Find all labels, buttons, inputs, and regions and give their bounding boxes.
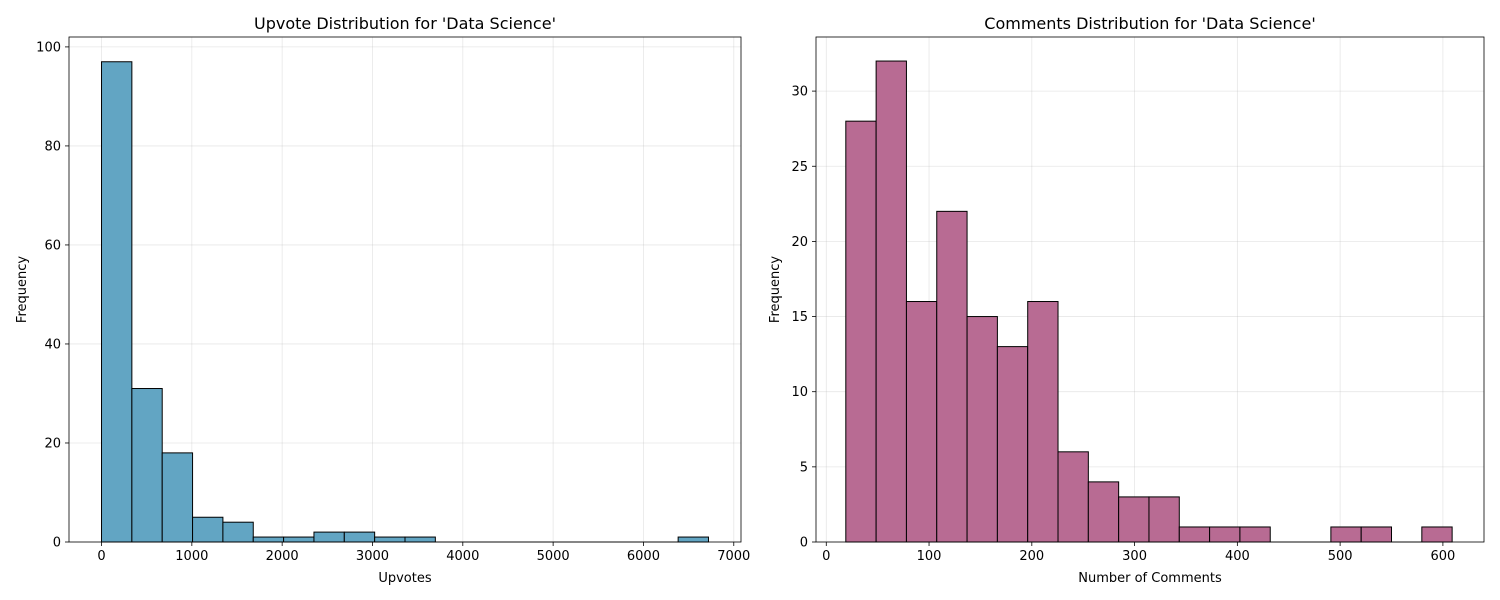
comments-bar-0 [845,120,877,543]
comments-chart-title: Comments Distribution for 'Data Science' [984,14,1315,33]
comments-bars [845,60,1453,543]
comments-bar-9 [1118,496,1150,543]
comments-bar-12 [1209,526,1241,543]
comments-bar-7 [1057,451,1089,543]
upvote-bar-19 [677,536,709,543]
upvote-bar-4 [222,521,254,543]
comments-bar-6 [1027,301,1059,543]
upvote-bar-5 [252,536,285,543]
comments-y-axis-label: Frequency [768,256,783,323]
comments-bar-8 [1087,481,1120,543]
comments-bar-17 [1360,526,1393,543]
upvote-bar-2 [161,452,194,543]
upvote-x-tick-label-4: 4000 [446,549,479,564]
comments-y-tick-label-3: 15 [791,310,808,325]
comments-x-tick-label-2: 200 [1019,549,1044,564]
comments-plot-frame [815,36,1485,543]
upvote-y-tick-label-5: 100 [36,40,61,55]
upvote-bar-7 [313,531,345,543]
comments-bar-4 [966,316,998,543]
upvote-x-tick-label-7: 7000 [717,549,750,564]
upvote-x-tick-label-2: 2000 [266,549,299,564]
upvote-x-axis-label: Upvotes [378,571,432,586]
comments-ticks: 0 100 200 300 400 500 600 0 5 10 15 20 25 30 [791,85,1455,564]
comments-x-tick-label-5: 500 [1328,549,1353,564]
comments-bar-1 [875,60,907,543]
upvote-bar-6 [283,536,315,543]
upvote-x-tick-label-1: 1000 [175,549,208,564]
upvote-y-axis-label: Frequency [15,256,30,323]
comments-bar-16 [1330,526,1362,543]
comments-bar-19 [1421,526,1453,543]
comments-bar-11 [1178,526,1211,543]
upvote-bar-9 [374,536,406,543]
upvote-x-tick-label-0: 0 [97,549,105,564]
comments-y-tick-label-6: 30 [791,85,808,100]
comments-y-tick-label-4: 20 [791,235,808,250]
comments-bar-3 [936,210,968,543]
upvote-y-tick-label-3: 60 [44,238,61,253]
upvote-bar-1 [131,388,163,543]
comments-x-tick-label-6: 600 [1430,549,1455,564]
comments-y-tick-label-5: 25 [791,160,808,175]
comments-chart: 0 100 200 300 400 500 600 0 5 10 15 20 25 30 Comments… [768,14,1485,586]
upvote-x-tick-label-6: 6000 [627,549,660,564]
upvote-bar-0 [101,61,133,543]
comments-x-tick-label-0: 0 [822,549,830,564]
comments-bar-10 [1148,496,1180,543]
comments-x-axis-label: Number of Comments [1078,571,1222,586]
comments-y-tick-label-1: 5 [800,460,808,475]
upvote-x-tick-label-3: 3000 [356,549,389,564]
upvote-y-tick-label-1: 20 [44,436,61,451]
upvote-chart: 0 1000 2000 3000 4000 5000 6000 7000 0 20 40 60 80 10… [15,14,750,586]
comments-x-tick-label-3: 300 [1122,549,1147,564]
upvote-bar-3 [192,516,224,543]
comments-bar-13 [1239,526,1271,543]
upvote-y-tick-label-4: 80 [44,139,61,154]
upvote-bars [101,61,709,543]
comments-x-tick-label-4: 400 [1225,549,1250,564]
upvote-ticks: 0 1000 2000 3000 4000 5000 6000 7000 0 20 40 60 80 10… [36,40,750,564]
upvote-x-tick-label-5: 5000 [537,549,570,564]
comments-bar-5 [996,346,1029,543]
comments-bar-2 [905,301,938,543]
upvote-chart-title: Upvote Distribution for 'Data Science' [254,14,556,33]
upvote-bar-10 [404,536,436,543]
comments-y-tick-label-2: 10 [791,385,808,400]
upvote-plot-frame [68,36,742,543]
upvote-y-tick-label-2: 40 [44,337,61,352]
upvote-y-tick-label-0: 0 [53,536,61,551]
comments-x-tick-label-1: 100 [917,549,942,564]
comments-y-tick-label-0: 0 [800,536,808,551]
upvote-grid [69,37,741,543]
upvote-bar-8 [343,531,376,543]
